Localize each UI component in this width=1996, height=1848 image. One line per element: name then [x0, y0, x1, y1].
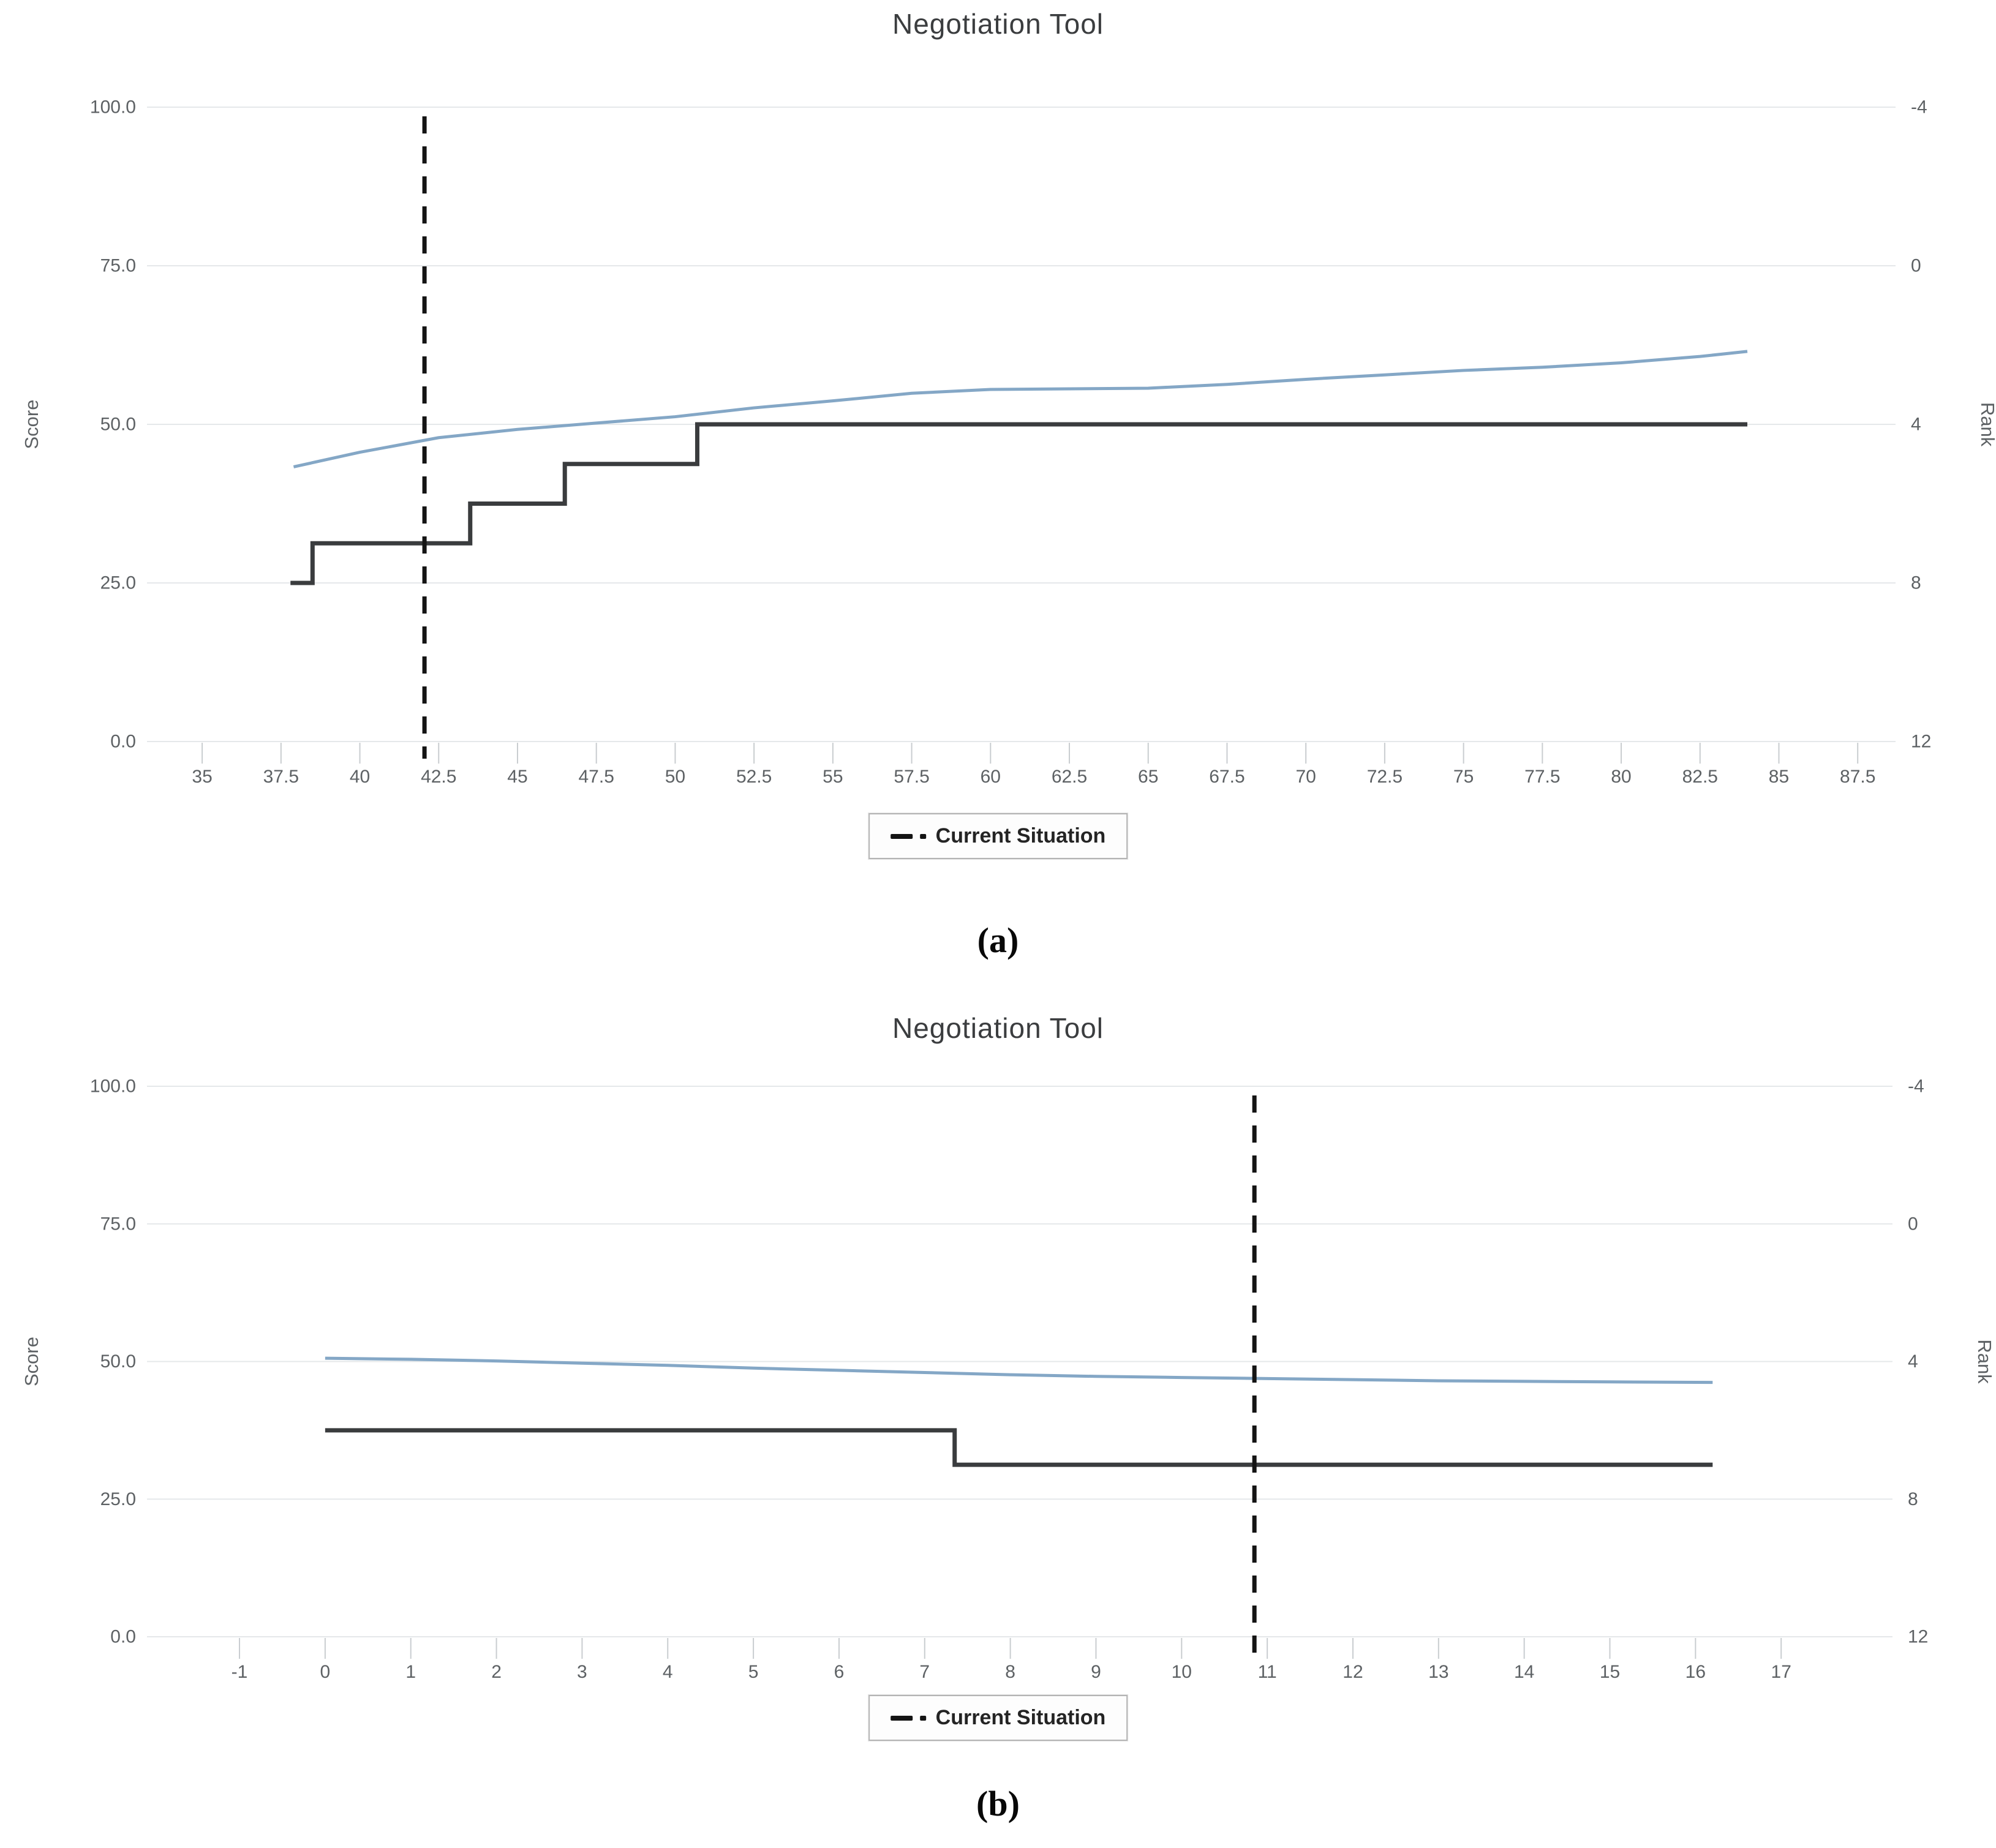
svg-text:55: 55 — [823, 767, 843, 787]
chart-a-legend-label: Current Situation — [935, 824, 1106, 847]
svg-text:9: 9 — [1091, 1662, 1101, 1682]
svg-text:50: 50 — [665, 767, 685, 787]
svg-text:17: 17 — [1771, 1662, 1791, 1682]
svg-text:16: 16 — [1685, 1662, 1706, 1682]
svg-text:0: 0 — [1911, 256, 1921, 276]
svg-text:0.0: 0.0 — [110, 732, 136, 752]
svg-text:Score: Score — [21, 1337, 42, 1386]
svg-text:12: 12 — [1908, 1627, 1928, 1647]
svg-text:12: 12 — [1343, 1662, 1363, 1682]
chart-b-legend-label: Current Situation — [935, 1706, 1106, 1729]
chart-b-legend: Current Situation — [867, 1694, 1129, 1741]
svg-text:80: 80 — [1611, 767, 1631, 787]
svg-text:72.5: 72.5 — [1367, 767, 1403, 787]
svg-text:-4: -4 — [1908, 1076, 1924, 1097]
svg-text:-4: -4 — [1911, 97, 1927, 118]
svg-text:4: 4 — [1911, 415, 1921, 435]
svg-text:85: 85 — [1769, 767, 1789, 787]
svg-text:70: 70 — [1295, 767, 1316, 787]
svg-text:87.5: 87.5 — [1840, 767, 1875, 787]
svg-text:1: 1 — [405, 1662, 416, 1682]
svg-text:0.0: 0.0 — [110, 1627, 136, 1647]
svg-text:60: 60 — [981, 767, 1001, 787]
svg-text:67.5: 67.5 — [1209, 767, 1245, 787]
svg-text:Rank: Rank — [1974, 1339, 1995, 1384]
svg-text:47.5: 47.5 — [579, 767, 614, 787]
svg-text:35: 35 — [192, 767, 212, 787]
svg-text:40: 40 — [350, 767, 370, 787]
svg-text:10: 10 — [1172, 1662, 1192, 1682]
svg-text:6: 6 — [834, 1662, 845, 1682]
svg-text:82.5: 82.5 — [1682, 767, 1718, 787]
svg-text:-1: -1 — [232, 1662, 248, 1682]
dash-dot-line-icon — [890, 1715, 926, 1721]
svg-text:15: 15 — [1600, 1662, 1620, 1682]
svg-text:62.5: 62.5 — [1052, 767, 1087, 787]
svg-text:8: 8 — [1908, 1489, 1918, 1509]
svg-text:25.0: 25.0 — [100, 573, 136, 593]
chart-b-title: Negotiation Tool — [892, 1012, 1104, 1044]
chart-a-legend: Current Situation — [867, 813, 1129, 860]
svg-text:5: 5 — [748, 1662, 759, 1682]
svg-text:50.0: 50.0 — [100, 1351, 136, 1372]
svg-text:2: 2 — [491, 1662, 502, 1682]
svg-text:4: 4 — [1908, 1351, 1918, 1372]
svg-text:12: 12 — [1911, 732, 1931, 752]
svg-text:50.0: 50.0 — [100, 415, 136, 435]
svg-text:3: 3 — [577, 1662, 587, 1682]
svg-text:75: 75 — [1453, 767, 1474, 787]
caption-a: (a) — [977, 920, 1019, 960]
svg-text:45: 45 — [507, 767, 527, 787]
caption-b: (b) — [976, 1784, 1020, 1824]
svg-text:Rank: Rank — [1977, 402, 1996, 447]
svg-text:4: 4 — [663, 1662, 673, 1682]
svg-text:7: 7 — [919, 1662, 930, 1682]
svg-text:100.0: 100.0 — [90, 1076, 136, 1097]
svg-text:Score: Score — [21, 400, 42, 449]
svg-text:8: 8 — [1005, 1662, 1015, 1682]
svg-text:75.0: 75.0 — [100, 256, 136, 276]
svg-text:77.5: 77.5 — [1524, 767, 1560, 787]
dash-dot-line-icon — [890, 833, 926, 839]
chart-a-title: Negotiation Tool — [892, 8, 1104, 40]
svg-text:11: 11 — [1258, 1662, 1277, 1682]
svg-text:8: 8 — [1911, 573, 1921, 593]
svg-text:0: 0 — [1908, 1214, 1918, 1234]
svg-text:52.5: 52.5 — [736, 767, 772, 787]
svg-text:13: 13 — [1428, 1662, 1448, 1682]
svg-text:14: 14 — [1514, 1662, 1534, 1682]
svg-text:37.5: 37.5 — [263, 767, 299, 787]
svg-text:25.0: 25.0 — [100, 1489, 136, 1509]
svg-text:57.5: 57.5 — [894, 767, 929, 787]
svg-text:100.0: 100.0 — [90, 97, 136, 118]
svg-text:0: 0 — [320, 1662, 331, 1682]
svg-text:42.5: 42.5 — [421, 767, 456, 787]
svg-text:65: 65 — [1138, 767, 1158, 787]
svg-text:75.0: 75.0 — [100, 1214, 136, 1234]
